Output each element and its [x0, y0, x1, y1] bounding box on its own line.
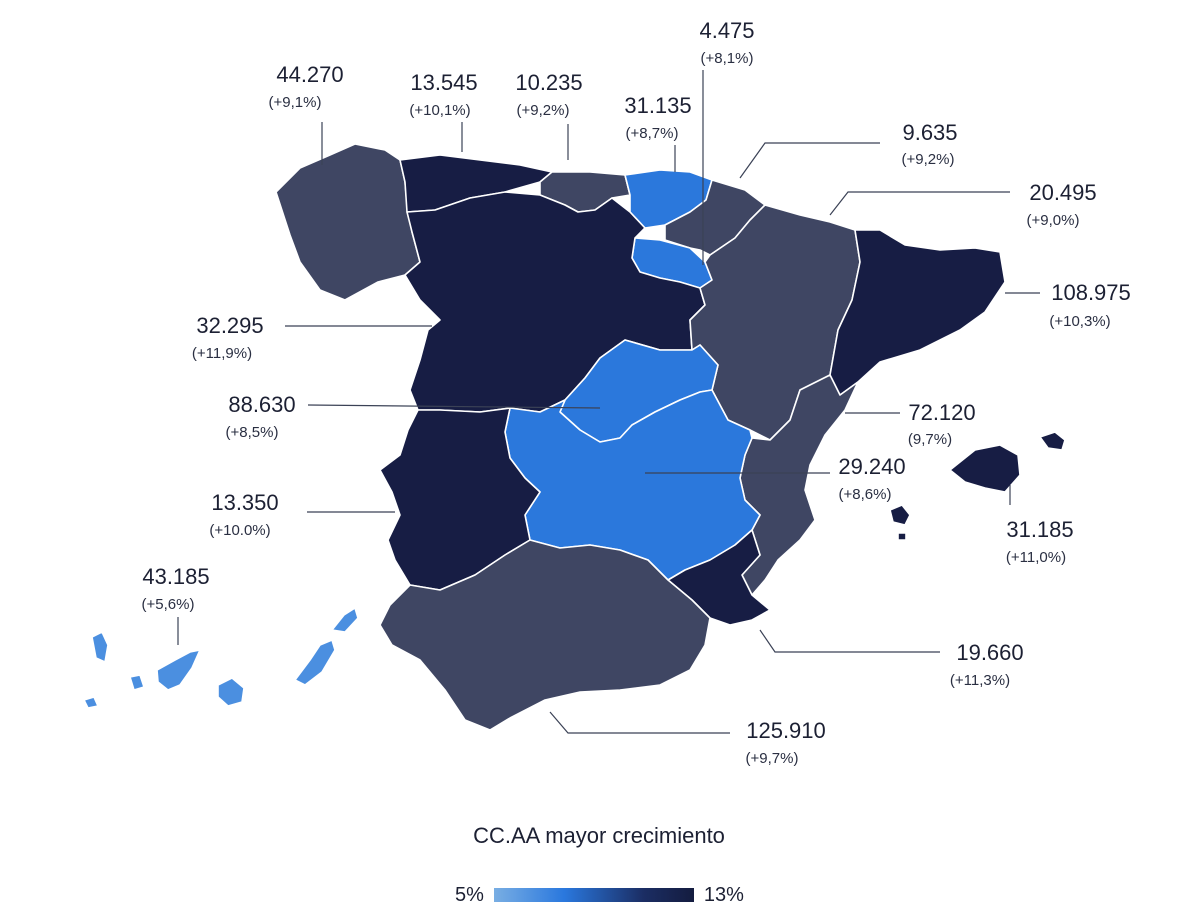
label-pais-vasco-change: (+8,7%) — [626, 125, 679, 142]
label-cataluna-value: 108.975 — [1051, 280, 1131, 305]
label-navarra-change: (+9,2%) — [902, 151, 955, 168]
leader-murcia — [759, 629, 940, 653]
legend-gradient-bar — [493, 888, 694, 902]
label-la-rioja-value: 4.475 — [699, 18, 754, 43]
legend-title: CC.AA mayor crecimiento — [473, 823, 725, 848]
leader-navarra — [739, 142, 880, 179]
legend-min-label: 5% — [455, 883, 484, 906]
label-extremadura-value: 13.350 — [211, 490, 278, 515]
label-baleares-change: (+11,0%) — [1006, 549, 1066, 566]
label-cantabria-change: (+9,2%) — [517, 102, 570, 119]
label-castilla-la-mancha-value: 29.240 — [838, 454, 905, 479]
label-la-rioja-change: (+8,1%) — [701, 50, 754, 67]
region-galicia — [275, 143, 421, 301]
label-extremadura-change: (+10.0%) — [209, 522, 270, 539]
label-valencia-change: (9,7%) — [908, 431, 952, 448]
label-castilla-leon-value: 32.295 — [196, 313, 263, 338]
regions — [83, 143, 1066, 731]
label-murcia-change: (+11,3%) — [950, 672, 1010, 689]
label-aragon-value: 20.495 — [1029, 180, 1096, 205]
label-castilla-la-mancha-change: (+8,6%) — [839, 486, 892, 503]
label-canarias-change: (+5,6%) — [142, 596, 195, 613]
label-asturias-value: 13.545 — [410, 70, 477, 95]
leader-andalucia — [549, 711, 730, 734]
label-andalucia-value: 125.910 — [746, 718, 826, 743]
label-cantabria-value: 10.235 — [515, 70, 582, 95]
region-canarias — [83, 607, 359, 709]
label-galicia-change: (+9,1%) — [269, 94, 322, 111]
label-andalucia-change: (+9,7%) — [746, 750, 799, 767]
leader-madrid — [307, 404, 601, 409]
label-baleares-value: 31.185 — [1006, 517, 1073, 542]
label-galicia-value: 44.270 — [276, 62, 343, 87]
label-navarra-value: 9.635 — [902, 120, 957, 145]
leader-aragon — [829, 191, 1010, 216]
region-asturias — [399, 154, 553, 213]
legend-max-label: 13% — [703, 883, 744, 906]
region-andalucia — [379, 539, 711, 731]
label-valencia-value: 72.120 — [908, 400, 975, 425]
label-madrid-value: 88.630 — [228, 392, 295, 417]
region-cataluna — [829, 229, 1006, 396]
label-canarias-value: 43.185 — [142, 564, 209, 589]
label-pais-vasco-value: 31.135 — [624, 93, 691, 118]
region-baleares — [889, 431, 1066, 541]
labels: 44.270 (+9,1%) 13.545 (+10,1%) 10.235 (+… — [142, 18, 1131, 767]
label-castilla-leon-change: (+11,9%) — [192, 345, 252, 362]
label-madrid-change: (+8,5%) — [226, 424, 279, 441]
label-cataluna-change: (+10,3%) — [1049, 313, 1110, 330]
label-aragon-change: (+9,0%) — [1027, 212, 1080, 229]
legend: 5% 13% — [455, 884, 744, 906]
label-murcia-value: 19.660 — [956, 640, 1023, 665]
leader-lines — [177, 70, 1040, 734]
label-asturias-change: (+10,1%) — [409, 102, 470, 119]
